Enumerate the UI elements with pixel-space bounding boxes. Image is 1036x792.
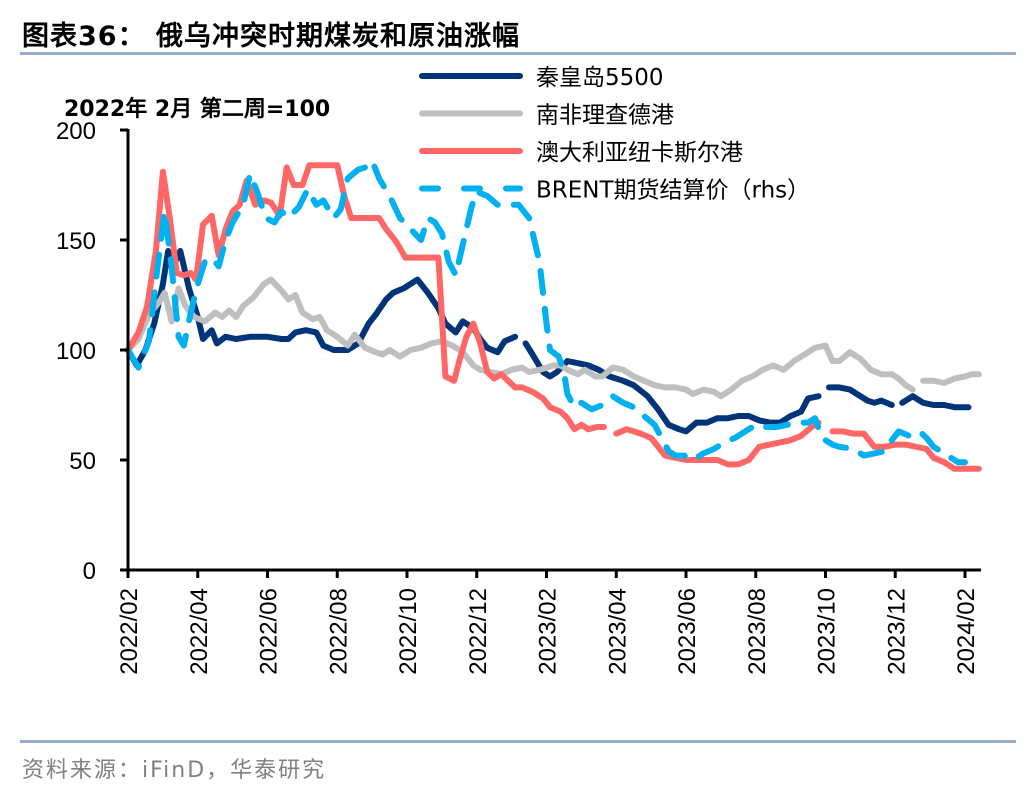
series-line-2	[125, 162, 607, 433]
legend-label: 澳大利亚纽卡斯尔港	[536, 140, 743, 166]
legend-item-0: 秦皇岛5500	[419, 65, 664, 91]
series-line-2	[829, 428, 982, 472]
series-line-0	[522, 340, 822, 435]
x-tick-label: 2024/02	[953, 588, 980, 675]
legend-item-2: 澳大利亚纽卡斯尔港	[419, 140, 743, 166]
x-tick-label: 2022/08	[325, 588, 352, 675]
x-tick-label: 2023/08	[744, 588, 771, 675]
title-divider	[20, 52, 1016, 55]
legend-label: BRENT期货结算价（rhs）	[536, 178, 810, 204]
x-tick-label: 2023/10	[814, 588, 841, 675]
page-title: 图表36： 俄乌冲突时期煤炭和原油涨幅	[22, 21, 520, 52]
x-tick-label: 2022/10	[395, 588, 422, 675]
series-line-1	[125, 276, 916, 400]
source-note: 资料来源：iFinD，华泰研究	[22, 758, 327, 783]
legend-label: 南非理查德港	[536, 103, 674, 129]
series-line-2	[613, 419, 822, 468]
x-tick-label: 2023/06	[674, 588, 701, 675]
x-tick-label: 2022/04	[186, 588, 213, 675]
series-layer	[125, 157, 982, 472]
series-line-1	[920, 371, 982, 386]
footer-divider	[20, 740, 1016, 743]
y-tick-label: 150	[56, 228, 96, 255]
y-tick-label: 100	[56, 338, 96, 365]
x-tick-label: 2022/12	[465, 588, 492, 675]
legend-item-3: BRENT期货结算价（rhs）	[419, 178, 810, 204]
series-line-3	[125, 157, 968, 466]
legend-item-1: 南非理查德港	[419, 103, 674, 129]
series-line-0	[826, 384, 895, 408]
series-line-0	[899, 393, 972, 411]
axes-layer: 0 50 100 150 200 2022/02 2022/04 2022/06 2022/08…	[56, 118, 981, 675]
y-tick-label: 200	[56, 118, 96, 145]
chart-unit-note: 2022年 2月 第二周=100	[64, 97, 331, 122]
series-line-0	[125, 248, 519, 369]
legend-label: 秦皇岛5500	[536, 65, 664, 91]
x-tick-label: 2023/04	[604, 588, 631, 675]
x-tick-label: 2022/02	[116, 588, 143, 675]
y-tick-label: 50	[69, 448, 96, 475]
x-tick-label: 2023/02	[535, 588, 562, 675]
x-tick-label: 2023/12	[883, 588, 910, 675]
x-tick-label: 2022/06	[256, 588, 283, 675]
y-tick-label: 0	[83, 558, 96, 585]
